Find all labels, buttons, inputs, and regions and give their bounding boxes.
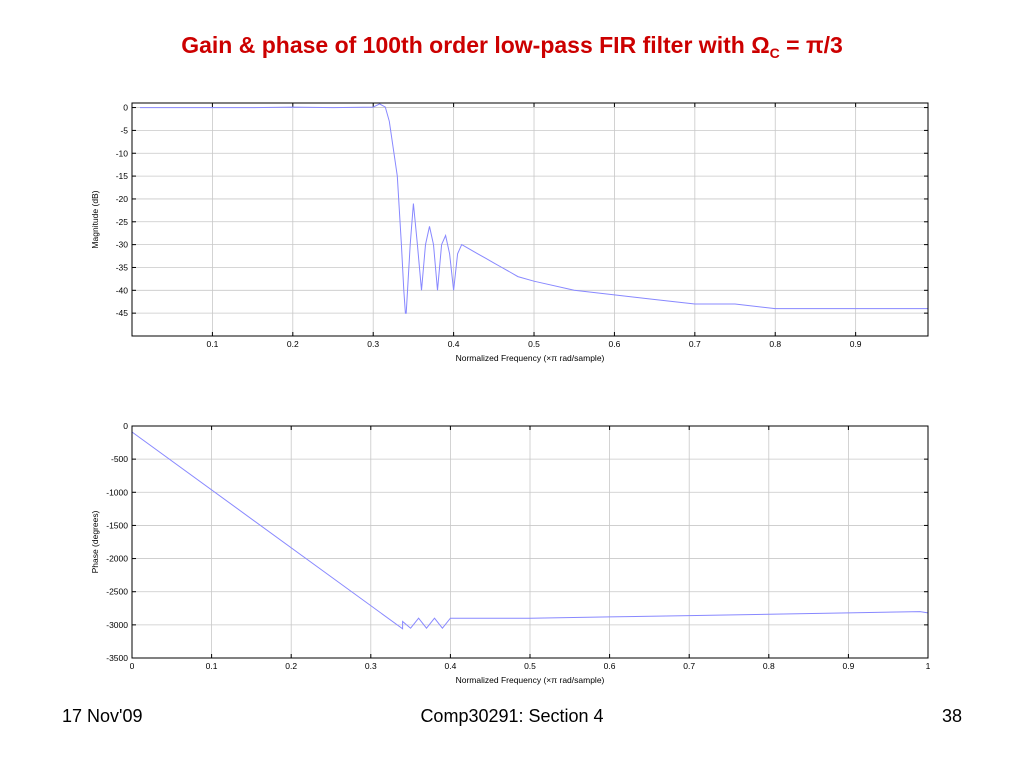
x-tick-label: 0.7 <box>683 661 695 671</box>
y-tick-label: -30 <box>116 240 129 250</box>
footer-course: Comp30291: Section 4 <box>420 706 604 726</box>
y-tick-label: -10 <box>116 148 129 158</box>
x-tick-label: 0.5 <box>524 661 536 671</box>
x-tick-label: 0.1 <box>206 339 218 349</box>
x-tick-label: 0.9 <box>850 339 862 349</box>
x-tick-label: 1 <box>926 661 931 671</box>
y-axis-label: Phase (degrees) <box>90 510 100 573</box>
y-axis-label: Magnitude (dB) <box>90 190 100 248</box>
x-tick-label: 0.9 <box>842 661 854 671</box>
y-tick-label: -3000 <box>106 620 128 630</box>
chart-2: 0 0.1 0.2 0.3 0.4 0.5 0.6 0.7 0.8 0.9 1 0 -500 -1000 -… <box>90 421 931 685</box>
chart-1: 0.1 0.2 0.3 0.4 0.5 0.6 0.7 0.8 0.9 0 -5 -10 -15 -20 -… <box>90 102 929 363</box>
footer-page-number: 38 <box>941 706 962 726</box>
x-tick-label: 0.2 <box>285 661 297 671</box>
y-tick-label: -5 <box>120 125 128 135</box>
y-tick-label: 0 <box>123 103 128 113</box>
x-tick-label: 0.6 <box>609 339 621 349</box>
y-tick-label: -2500 <box>106 587 128 597</box>
series-line-1 <box>131 431 929 630</box>
y-tick-label: -500 <box>111 454 128 464</box>
y-tick-label: -20 <box>116 194 129 204</box>
x-tick-label: 0.4 <box>448 339 460 349</box>
x-axis-label: Normalized Frequency (×π rad/sample) <box>456 353 605 363</box>
title-equals: = <box>779 32 806 58</box>
y-tick-label: -35 <box>116 262 129 272</box>
title-omega: Ω <box>751 32 770 58</box>
y-tick-label: 0 <box>123 421 128 431</box>
axes-box <box>131 102 929 337</box>
axes-box <box>131 425 929 659</box>
y-tick-label: -2000 <box>106 554 128 564</box>
title-subscript: C <box>769 45 780 61</box>
x-tick-label: 0.3 <box>367 339 379 349</box>
x-tick-label: 0 <box>130 661 135 671</box>
plot-area <box>132 103 928 336</box>
x-tick-label: 0.8 <box>769 339 781 349</box>
x-tick-label: 0.1 <box>206 661 218 671</box>
x-tick-label: 0.6 <box>604 661 616 671</box>
y-tick-label: -15 <box>116 171 129 181</box>
slide-title: Gain & phase of 100th order low-pass FIR… <box>0 32 1024 61</box>
y-tick-label: -3500 <box>106 653 128 663</box>
x-tick-label: 0.3 <box>365 661 377 671</box>
x-tick-label: 0.4 <box>444 661 456 671</box>
y-tick-label: -1000 <box>106 487 128 497</box>
x-tick-label: 0.7 <box>689 339 701 349</box>
series-line-1 <box>140 103 928 314</box>
title-prefix: Gain & phase of 100th order low-pass FIR… <box>181 32 752 58</box>
y-tick-label: -1500 <box>106 520 128 530</box>
y-tick-label: -40 <box>116 285 129 295</box>
x-tick-label: 0.5 <box>528 339 540 349</box>
y-tick-label: -25 <box>116 217 129 227</box>
x-axis-label: Normalized Frequency (×π rad/sample) <box>456 675 605 685</box>
title-suffix: /3 <box>823 32 843 58</box>
footer-date: 17 Nov'09 <box>62 706 143 726</box>
y-tick-label: -45 <box>116 308 129 318</box>
x-tick-label: 0.2 <box>287 339 299 349</box>
x-tick-label: 0.8 <box>763 661 775 671</box>
title-pi: π <box>805 32 824 58</box>
